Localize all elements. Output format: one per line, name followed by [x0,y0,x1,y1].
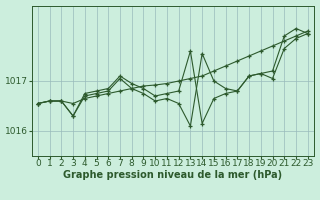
X-axis label: Graphe pression niveau de la mer (hPa): Graphe pression niveau de la mer (hPa) [63,170,282,180]
